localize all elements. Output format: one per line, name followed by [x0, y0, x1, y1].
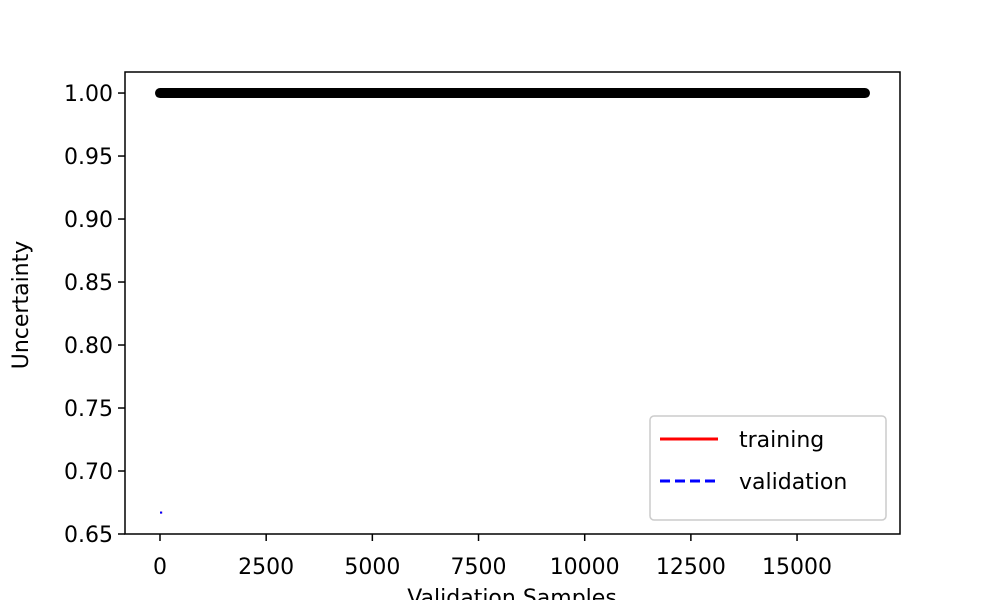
x-tick-label: 7500 — [451, 555, 507, 580]
y-axis-label: Uncertainty — [9, 241, 34, 370]
y-tick-label: 0.65 — [64, 523, 113, 548]
y-tick-label: 0.75 — [64, 397, 113, 422]
legend-box — [649, 415, 887, 521]
x-axis-label: Validation Samples — [407, 586, 617, 600]
legend: training validation — [649, 415, 887, 521]
y-tick-label: 0.70 — [64, 460, 113, 485]
x-tick-label: 12500 — [656, 555, 726, 580]
y-tick-label: 0.85 — [64, 271, 113, 296]
x-tick-label: 15000 — [762, 555, 832, 580]
y-tick-label: 0.80 — [64, 334, 113, 359]
x-tick-label: 5000 — [344, 555, 400, 580]
x-tick-label: 2500 — [238, 555, 294, 580]
y-tick-label: 1.00 — [64, 82, 113, 107]
legend-label: validation — [739, 470, 847, 495]
x-tick-label: 10000 — [550, 555, 620, 580]
plot-frame — [124, 71, 901, 535]
legend-label: training — [739, 428, 824, 453]
x-tick-label: 0 — [153, 555, 167, 580]
y-tick-label: 0.90 — [64, 208, 113, 233]
y-tick-label: 0.95 — [64, 145, 113, 170]
